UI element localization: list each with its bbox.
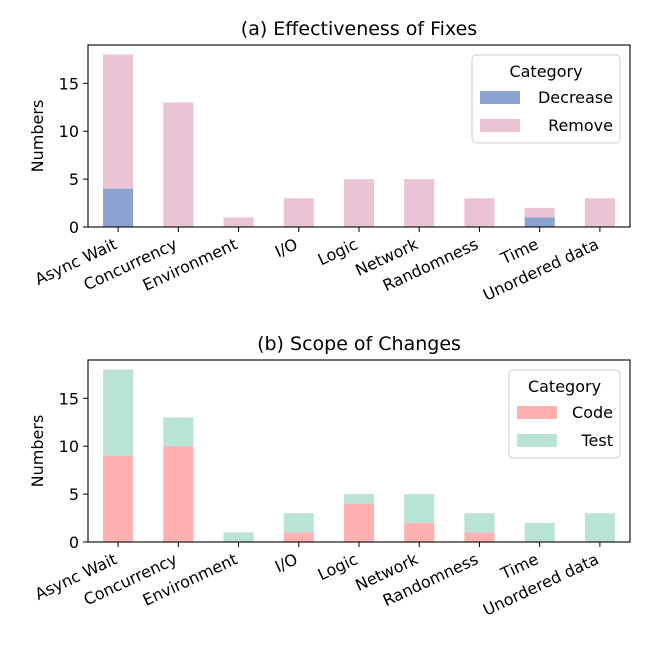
bar-code-i-o — [283, 532, 314, 542]
bar-test-i-o — [283, 513, 314, 533]
bar-test-concurrency — [163, 417, 194, 447]
y-tick-label: 5 — [69, 170, 79, 189]
x-tick-label-unordered-data: Unordered data — [480, 549, 602, 619]
legend-title: Category — [528, 377, 601, 396]
legend-title: Category — [509, 62, 582, 81]
bar-remove-concurrency — [163, 102, 194, 227]
y-axis-label: Numbers — [28, 415, 47, 488]
y-tick-label: 15 — [59, 389, 79, 408]
y-tick-label: 0 — [69, 218, 79, 237]
bar-decrease-async-wait — [103, 188, 134, 227]
bar-code-randomness — [464, 532, 495, 542]
bar-code-concurrency — [163, 446, 194, 542]
x-tick-label-i-o: I/O — [272, 234, 301, 261]
legend-label-code: Code — [572, 403, 613, 422]
bar-test-randomness — [464, 513, 495, 533]
bar-remove-logic — [343, 179, 375, 227]
legend: Category Code Test — [508, 369, 621, 459]
bar-test-time — [524, 522, 555, 542]
bar-code-logic — [343, 503, 375, 542]
y-tick-label: 5 — [69, 485, 79, 504]
bar-test-unordered-data — [584, 513, 615, 542]
bar-remove-network — [404, 179, 435, 227]
legend: Category Decrease Remove — [471, 54, 621, 144]
legend-swatch-test — [517, 434, 557, 447]
bar-remove-unordered-data — [584, 198, 615, 227]
y-tick-label: 15 — [59, 74, 79, 93]
bar-test-logic — [343, 494, 375, 504]
chart-title: (a) Effectiveness of Fixes — [241, 18, 477, 40]
chart-title: (b) Scope of Changes — [257, 333, 461, 355]
legend-label-test: Test — [580, 431, 613, 450]
bar-decrease-time — [524, 217, 555, 227]
y-tick-label: 10 — [59, 122, 79, 141]
bar-code-network — [404, 522, 435, 542]
bar-remove-environment — [223, 217, 254, 227]
bar-remove-time — [524, 207, 555, 218]
x-tick-label-unordered-data: Unordered data — [480, 234, 602, 304]
bar-test-async-wait — [103, 369, 134, 456]
bar-remove-async-wait — [103, 54, 134, 189]
y-axis-label: Numbers — [28, 100, 47, 173]
bar-test-environment — [223, 532, 254, 542]
legend-label-remove: Remove — [548, 116, 613, 135]
bar-remove-i-o — [283, 198, 314, 227]
y-tick-label: 10 — [59, 437, 79, 456]
bar-code-async-wait — [103, 455, 134, 542]
legend-swatch-code — [517, 406, 557, 419]
legend-label-decrease: Decrease — [538, 88, 613, 107]
legend-swatch-remove — [480, 119, 520, 132]
bar-remove-randomness — [464, 198, 495, 227]
y-tick-label: 0 — [69, 533, 79, 552]
legend-swatch-decrease — [480, 91, 520, 104]
bar-test-network — [404, 494, 435, 523]
x-tick-label-i-o: I/O — [272, 549, 301, 576]
